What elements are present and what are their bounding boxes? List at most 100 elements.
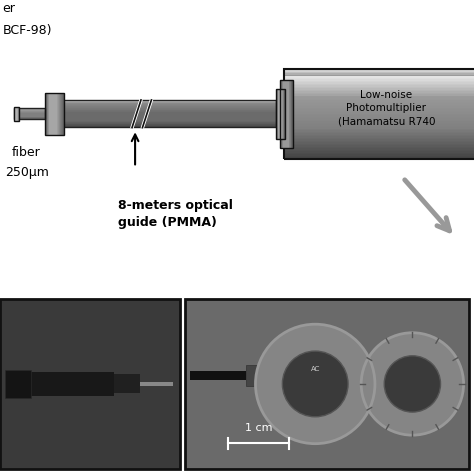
- Bar: [284, 80, 285, 147]
- Bar: [292, 80, 293, 147]
- Bar: [284, 154, 474, 156]
- Bar: [47, 120, 276, 121]
- Bar: [47, 114, 276, 115]
- Bar: [56, 92, 57, 135]
- Bar: [54, 92, 55, 135]
- Bar: [284, 151, 474, 153]
- Bar: [288, 80, 289, 147]
- Bar: [284, 121, 474, 123]
- Bar: [47, 102, 276, 103]
- Bar: [47, 103, 276, 104]
- Bar: [284, 144, 474, 146]
- Bar: [284, 105, 474, 106]
- Bar: [47, 121, 276, 122]
- Bar: [46, 92, 47, 135]
- Bar: [284, 82, 474, 84]
- Bar: [52, 92, 53, 135]
- Bar: [48, 92, 50, 135]
- Bar: [283, 80, 284, 147]
- Text: 1 cm: 1 cm: [245, 423, 272, 433]
- Bar: [55, 92, 56, 135]
- Bar: [47, 92, 49, 135]
- Bar: [28, 372, 114, 396]
- Bar: [47, 105, 276, 106]
- Bar: [284, 111, 474, 112]
- Bar: [284, 84, 474, 85]
- Bar: [284, 109, 474, 111]
- Bar: [282, 80, 283, 147]
- Bar: [289, 80, 290, 147]
- Bar: [284, 94, 474, 96]
- Bar: [47, 116, 276, 117]
- Bar: [114, 374, 140, 393]
- Bar: [284, 72, 474, 73]
- Bar: [47, 123, 276, 124]
- Bar: [284, 120, 474, 121]
- Bar: [284, 150, 474, 151]
- Bar: [284, 100, 474, 102]
- Circle shape: [361, 333, 464, 435]
- Text: 8-meters optical
guide (PMMA): 8-meters optical guide (PMMA): [118, 199, 233, 229]
- Bar: [47, 106, 276, 107]
- Bar: [47, 104, 276, 105]
- Bar: [284, 75, 474, 76]
- Text: Low-noise
Photomultiplier
(Hamamatsu R740: Low-noise Photomultiplier (Hamamatsu R74…: [337, 90, 435, 127]
- Bar: [284, 129, 474, 130]
- Bar: [47, 111, 276, 112]
- Bar: [14, 107, 19, 121]
- Text: fiber: fiber: [12, 146, 41, 158]
- Bar: [284, 124, 474, 126]
- Circle shape: [384, 356, 440, 412]
- Bar: [50, 92, 51, 135]
- Bar: [284, 133, 474, 135]
- Circle shape: [255, 324, 375, 444]
- Bar: [284, 123, 474, 124]
- Bar: [281, 80, 282, 147]
- Bar: [47, 124, 276, 125]
- Bar: [284, 81, 474, 82]
- Bar: [284, 88, 474, 90]
- Bar: [47, 101, 276, 102]
- Bar: [246, 365, 265, 386]
- Bar: [265, 372, 277, 379]
- Bar: [45, 92, 64, 135]
- Bar: [284, 139, 474, 141]
- Circle shape: [283, 351, 348, 417]
- Bar: [190, 371, 246, 380]
- Bar: [284, 97, 474, 99]
- Bar: [62, 92, 63, 135]
- Bar: [47, 125, 276, 126]
- Text: 250µm: 250µm: [5, 166, 49, 179]
- Bar: [290, 80, 291, 147]
- Bar: [284, 157, 474, 159]
- Bar: [284, 132, 474, 133]
- Bar: [284, 112, 474, 114]
- Bar: [47, 112, 276, 113]
- Bar: [284, 142, 474, 144]
- Bar: [47, 126, 276, 127]
- Bar: [47, 100, 276, 101]
- Bar: [284, 141, 474, 142]
- Bar: [284, 117, 474, 118]
- Bar: [284, 79, 474, 81]
- Bar: [47, 113, 276, 114]
- Bar: [14, 109, 45, 119]
- Bar: [140, 382, 173, 386]
- Bar: [284, 76, 474, 78]
- Bar: [284, 85, 474, 87]
- Bar: [284, 96, 474, 97]
- Bar: [284, 90, 474, 91]
- Bar: [284, 118, 474, 120]
- Bar: [63, 92, 64, 135]
- Bar: [276, 89, 285, 138]
- Bar: [286, 80, 287, 147]
- Bar: [61, 92, 62, 135]
- Bar: [284, 145, 474, 147]
- Bar: [5, 370, 31, 398]
- Bar: [284, 115, 474, 117]
- Bar: [284, 69, 474, 70]
- Bar: [291, 80, 292, 147]
- Bar: [0, 299, 180, 469]
- Bar: [58, 92, 60, 135]
- Bar: [284, 93, 474, 94]
